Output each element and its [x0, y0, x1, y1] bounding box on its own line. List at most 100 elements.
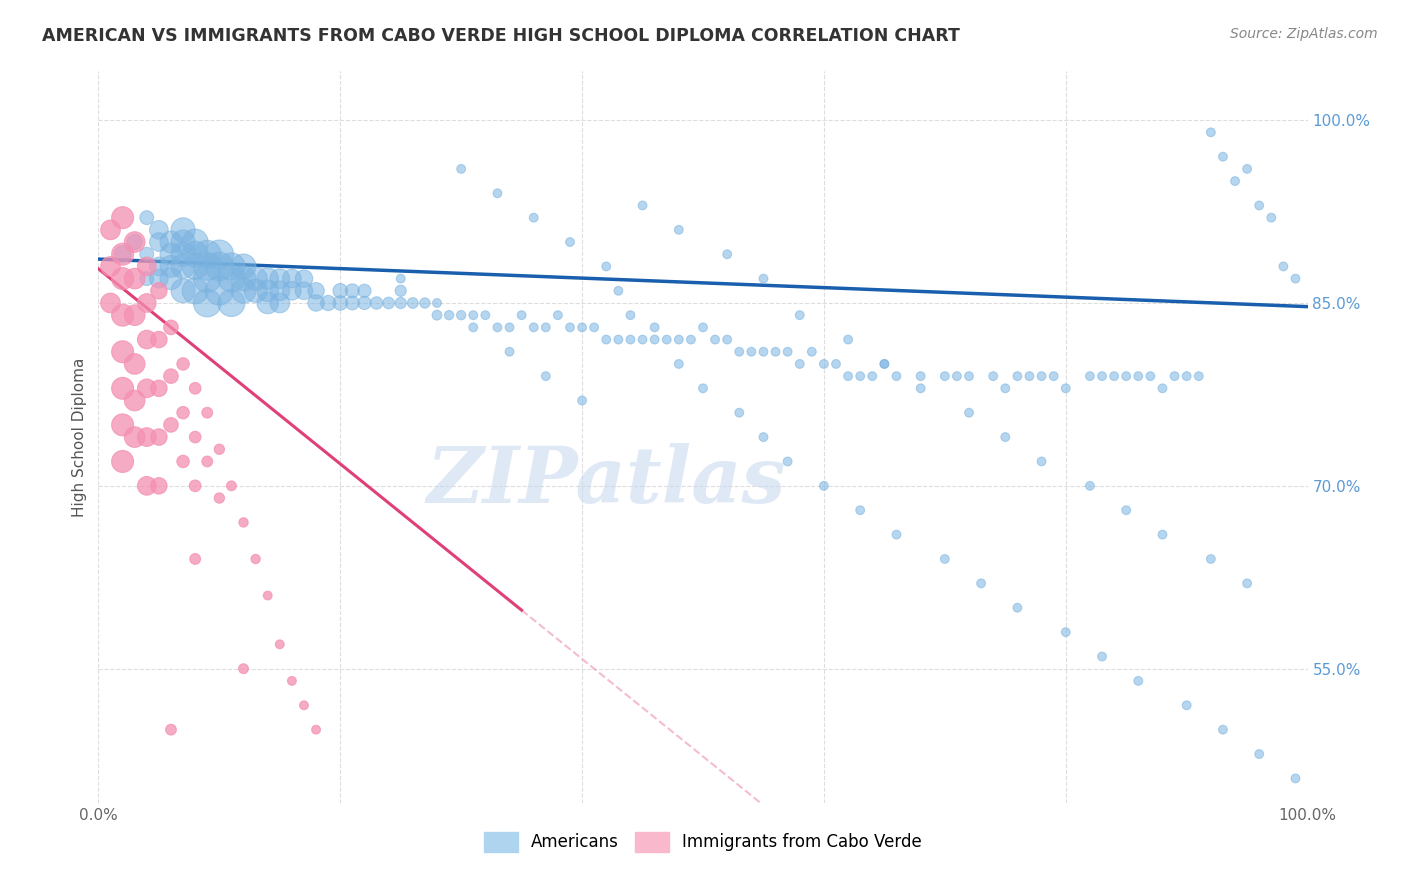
- Point: [886, 369, 908, 384]
- Point: [292, 698, 315, 713]
- Point: [281, 271, 304, 285]
- Point: [172, 223, 194, 237]
- Point: [148, 223, 170, 237]
- Point: [740, 344, 762, 359]
- Point: [957, 406, 980, 420]
- Text: AMERICAN VS IMMIGRANTS FROM CABO VERDE HIGH SCHOOL DIPLOMA CORRELATION CHART: AMERICAN VS IMMIGRANTS FROM CABO VERDE H…: [42, 27, 960, 45]
- Point: [1054, 625, 1077, 640]
- Point: [111, 344, 134, 359]
- Point: [195, 271, 218, 285]
- Point: [849, 369, 872, 384]
- Point: [957, 369, 980, 384]
- Point: [1223, 174, 1246, 188]
- Point: [668, 333, 690, 347]
- Point: [208, 491, 231, 505]
- Point: [148, 333, 170, 347]
- Point: [619, 308, 641, 322]
- Point: [728, 344, 751, 359]
- Point: [450, 308, 472, 322]
- Point: [256, 589, 278, 603]
- Point: [668, 223, 690, 237]
- Point: [184, 284, 207, 298]
- Point: [510, 308, 533, 322]
- Point: [402, 296, 425, 310]
- Point: [281, 673, 304, 688]
- Point: [148, 479, 170, 493]
- Legend: Americans, Immigrants from Cabo Verde: Americans, Immigrants from Cabo Verde: [475, 823, 931, 860]
- Text: Source: ZipAtlas.com: Source: ZipAtlas.com: [1230, 27, 1378, 41]
- Point: [716, 247, 738, 261]
- Point: [1031, 369, 1053, 384]
- Point: [1260, 211, 1282, 225]
- Point: [655, 333, 678, 347]
- Point: [1102, 369, 1125, 384]
- Point: [124, 393, 146, 408]
- Point: [135, 430, 157, 444]
- Point: [970, 576, 993, 591]
- Point: [426, 308, 449, 322]
- Point: [668, 357, 690, 371]
- Point: [305, 284, 328, 298]
- Point: [124, 235, 146, 249]
- Point: [111, 271, 134, 285]
- Point: [135, 247, 157, 261]
- Point: [208, 284, 231, 298]
- Point: [474, 308, 496, 322]
- Point: [534, 320, 557, 334]
- Point: [679, 333, 702, 347]
- Point: [100, 296, 122, 310]
- Point: [184, 381, 207, 395]
- Point: [232, 284, 254, 298]
- Point: [111, 454, 134, 468]
- Point: [148, 271, 170, 285]
- Point: [571, 393, 593, 408]
- Point: [523, 320, 546, 334]
- Point: [486, 186, 509, 201]
- Point: [160, 235, 183, 249]
- Point: [124, 308, 146, 322]
- Point: [135, 271, 157, 285]
- Point: [184, 260, 207, 274]
- Point: [124, 271, 146, 285]
- Point: [160, 723, 183, 737]
- Point: [184, 430, 207, 444]
- Point: [837, 333, 859, 347]
- Point: [981, 369, 1004, 384]
- Point: [692, 381, 714, 395]
- Point: [160, 247, 183, 261]
- Point: [172, 247, 194, 261]
- Point: [221, 296, 243, 310]
- Point: [1199, 125, 1222, 139]
- Point: [221, 271, 243, 285]
- Point: [752, 430, 775, 444]
- Point: [124, 235, 146, 249]
- Point: [619, 333, 641, 347]
- Point: [1236, 161, 1258, 176]
- Point: [886, 527, 908, 541]
- Point: [111, 308, 134, 322]
- Point: [256, 296, 278, 310]
- Point: [353, 284, 375, 298]
- Point: [135, 381, 157, 395]
- Point: [342, 296, 364, 310]
- Point: [256, 284, 278, 298]
- Point: [221, 260, 243, 274]
- Point: [245, 552, 267, 566]
- Point: [208, 247, 231, 261]
- Point: [305, 723, 328, 737]
- Point: [825, 357, 848, 371]
- Point: [994, 430, 1017, 444]
- Point: [160, 260, 183, 274]
- Point: [1175, 369, 1198, 384]
- Point: [366, 296, 388, 310]
- Point: [837, 369, 859, 384]
- Point: [148, 381, 170, 395]
- Point: [172, 284, 194, 298]
- Point: [486, 320, 509, 334]
- Point: [849, 503, 872, 517]
- Point: [776, 454, 799, 468]
- Point: [245, 271, 267, 285]
- Point: [607, 333, 630, 347]
- Point: [910, 369, 932, 384]
- Point: [269, 637, 291, 651]
